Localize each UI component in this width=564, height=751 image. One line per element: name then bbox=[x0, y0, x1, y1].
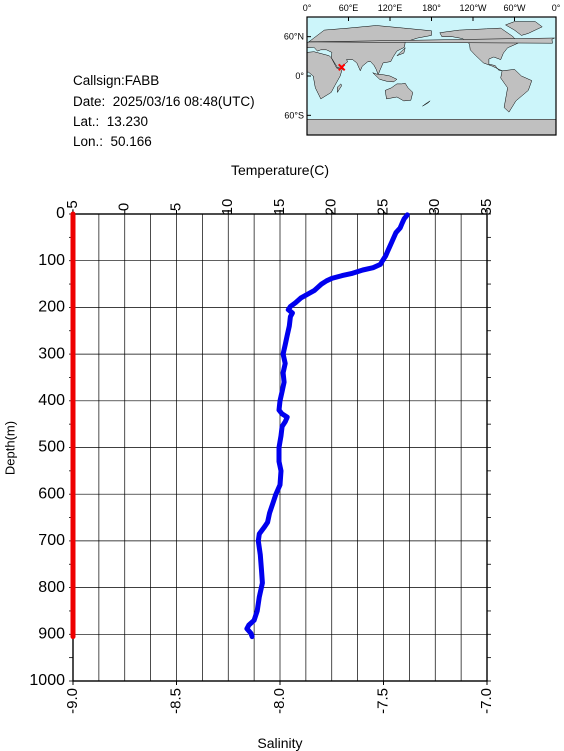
land-africa bbox=[306, 51, 343, 100]
map-lon-label: 60°W bbox=[503, 3, 526, 13]
land-new-zealand bbox=[422, 100, 431, 107]
land-south-america bbox=[500, 69, 533, 113]
x-bottom-axis-label: Salinity bbox=[257, 735, 302, 751]
map-lon-label: 0° bbox=[552, 3, 561, 13]
y-tick-label: 100 bbox=[38, 252, 65, 269]
map-lat-label: 60°S bbox=[284, 110, 304, 120]
y-tick-label: 400 bbox=[38, 392, 65, 409]
x-bottom-tick-label: -9.0 bbox=[64, 688, 81, 714]
x-bottom-tick-label: -7.5 bbox=[374, 688, 391, 714]
x-top-tick-label: 0 bbox=[116, 203, 133, 211]
x-bottom-tick-label: -8.0 bbox=[271, 688, 288, 714]
info-lat: Lat.: 13.230 bbox=[73, 114, 149, 129]
x-top-tick-label: 25 bbox=[374, 199, 391, 216]
x-top-tick-label: 30 bbox=[426, 199, 443, 216]
x-top-tick-label: -5 bbox=[64, 200, 81, 213]
map-lon-label: 180° bbox=[422, 3, 441, 13]
series-temperature-line bbox=[244, 212, 410, 640]
land-europe-asia bbox=[306, 25, 432, 76]
y-tick-label: 500 bbox=[38, 439, 65, 456]
x-top-tick-label: 5 bbox=[167, 203, 184, 211]
info-callsign: Callsign:FABB bbox=[73, 73, 160, 88]
y-tick-label: 0 bbox=[56, 205, 65, 222]
map-lat-label: 0° bbox=[295, 71, 304, 81]
x-top-axis-label: Temperature(C) bbox=[231, 162, 329, 178]
x-top-tick-label: 35 bbox=[478, 199, 495, 216]
land-antarctica bbox=[306, 119, 557, 136]
x-bottom-tick-label: -7.0 bbox=[478, 688, 495, 714]
land-japan bbox=[396, 47, 406, 56]
map-lat-label: 60°N bbox=[284, 32, 304, 42]
map-lon-label: 60°E bbox=[339, 3, 359, 13]
info-date: Date: 2025/03/16 08:48(UTC) bbox=[73, 94, 255, 109]
info-lon: Lon.: 50.166 bbox=[73, 134, 152, 149]
land-madagascar bbox=[337, 83, 342, 94]
y-axis-label: Depth(m) bbox=[2, 421, 17, 475]
y-tick-label: 600 bbox=[38, 485, 65, 502]
y-tick-label: 1000 bbox=[29, 672, 65, 689]
y-tick-label: 200 bbox=[38, 299, 65, 316]
map-lon-label: 120°E bbox=[378, 3, 403, 13]
y-tick-label: 300 bbox=[38, 345, 65, 362]
x-top-tick-label: 15 bbox=[271, 199, 288, 216]
y-tick-label: 700 bbox=[38, 532, 65, 549]
land-australia bbox=[384, 82, 414, 102]
x-bottom-tick-label: -8.5 bbox=[167, 688, 184, 714]
y-tick-label: 900 bbox=[38, 626, 65, 643]
land-greenland bbox=[504, 21, 543, 36]
y-tick-label: 800 bbox=[38, 579, 65, 596]
world-map: 0° 60°E 120°E 180° 120°W 60°W 0° 60°N 0° 60°S bbox=[284, 3, 561, 136]
map-lon-label: 120°W bbox=[459, 3, 487, 13]
map-lon-label: 0° bbox=[303, 3, 312, 13]
land-uk bbox=[308, 37, 555, 44]
x-top-tick-label: 10 bbox=[219, 199, 236, 216]
land-indonesia bbox=[372, 72, 398, 83]
x-top-tick-label: 20 bbox=[323, 199, 340, 216]
station-marker bbox=[337, 63, 346, 72]
